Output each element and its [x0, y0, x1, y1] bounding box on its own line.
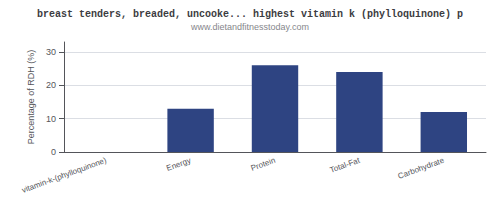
- svg-text:www.dietandfitnesstoday.com: www.dietandfitnesstoday.com: [190, 22, 309, 32]
- svg-text:Carbohydrate: Carbohydrate: [397, 156, 446, 181]
- svg-text:breast tenders, breaded, uncoo: breast tenders, breaded, uncooke... high…: [37, 9, 463, 20]
- svg-text:vitamin-k-(phylloquinone): vitamin-k-(phylloquinone): [21, 156, 108, 195]
- svg-text:30: 30: [46, 47, 56, 57]
- svg-text:Protein: Protein: [250, 156, 277, 173]
- svg-text:Percentage of RDH (%): Percentage of RDH (%): [26, 50, 36, 145]
- svg-text:0: 0: [51, 147, 56, 157]
- svg-text:Energy: Energy: [165, 156, 192, 173]
- svg-text:20: 20: [46, 80, 56, 90]
- svg-text:10: 10: [46, 114, 56, 124]
- svg-text:Total-Fat: Total-Fat: [329, 156, 362, 175]
